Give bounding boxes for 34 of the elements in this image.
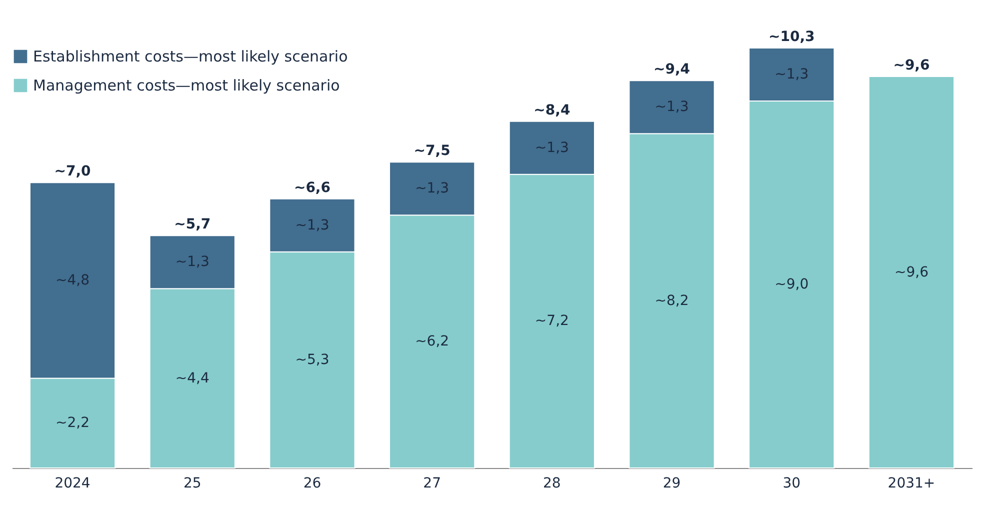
legend-label: Management costs—most likely scenario	[33, 76, 340, 94]
data-label: ~9,0	[774, 276, 809, 293]
x-tick-label: 26	[303, 476, 322, 492]
bar	[868, 76, 955, 468]
total-label: ~9,6	[893, 58, 930, 74]
data-label: ~1,3	[534, 140, 569, 156]
x-tick-label: 27	[423, 476, 441, 492]
x-tick-label: 28	[543, 476, 561, 492]
data-label: ~1,3	[175, 254, 210, 270]
total-label: ~9,4	[654, 62, 690, 78]
total-label: ~5,7	[174, 216, 211, 233]
total-label: ~6,6	[294, 180, 330, 196]
data-label: ~2,2	[56, 415, 90, 432]
legend-label: Establishment costs—most likely scenario	[33, 48, 348, 66]
data-label: ~1,3	[654, 99, 689, 116]
data-label: ~4,4	[175, 370, 210, 386]
x-tick-label: 29	[662, 476, 681, 492]
data-label: ~7,2	[534, 313, 569, 330]
total-label: ~7,0	[54, 164, 92, 180]
data-label: ~8,2	[654, 292, 689, 309]
data-label: ~1,3	[415, 180, 450, 197]
data-label: ~5,3	[295, 352, 330, 368]
data-label: ~6,2	[415, 334, 450, 350]
x-tick-label: 2031+	[888, 476, 936, 492]
data-label: ~1,3	[295, 217, 330, 234]
x-tick-label: 30	[782, 476, 801, 492]
x-tick-label: 25	[183, 476, 202, 492]
x-tick-label: 2024	[54, 476, 90, 492]
total-label: ~10,3	[768, 29, 815, 45]
total-label: ~8,4	[534, 102, 570, 118]
total-label: ~7,5	[414, 143, 450, 160]
data-label: ~9,6	[894, 264, 929, 280]
data-label: ~1,3	[774, 66, 809, 83]
data-label: ~4,8	[56, 272, 90, 288]
